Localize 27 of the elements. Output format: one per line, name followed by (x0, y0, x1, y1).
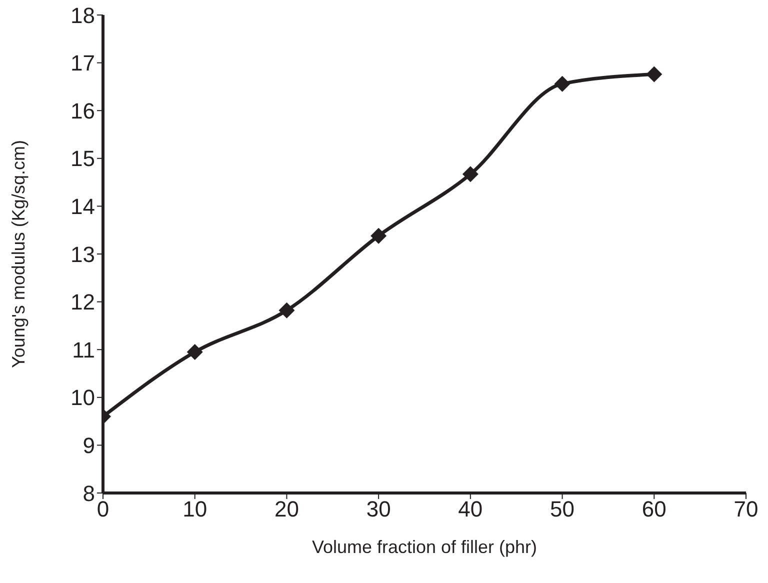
x-tick-label: 0 (96, 496, 110, 522)
x-tick-label: 30 (366, 496, 391, 522)
y-axis-title: Young's modulus (Kg/sq.cm) (8, 140, 28, 368)
point (186, 344, 203, 360)
y-tick-label: 9 (82, 433, 95, 458)
x-axis-title: Volume fraction of filler (phr) (312, 537, 538, 557)
x-tick-label: 40 (458, 496, 483, 522)
y-tick-label: 15 (70, 146, 95, 172)
x-tick-label: 70 (734, 496, 758, 522)
point (462, 166, 478, 182)
x-tick-label: 20 (274, 496, 299, 522)
point (646, 66, 662, 82)
x-tick-label: 50 (550, 496, 575, 522)
point (554, 76, 570, 92)
y-tick-label: 17 (70, 50, 95, 76)
y-tick-label: 12 (70, 290, 95, 315)
y-tick-label: 8 (82, 480, 95, 506)
point (278, 302, 295, 318)
y-tick-label: 13 (70, 242, 95, 267)
y-tick-label: 16 (70, 98, 95, 124)
y-tick-label: 18 (70, 2, 95, 28)
x-tick-label: 10 (182, 496, 208, 522)
x-tick-label: 60 (642, 496, 666, 522)
point (370, 228, 387, 244)
y-tick-label: 14 (70, 194, 95, 220)
y-tick-label: 10 (70, 385, 95, 410)
y-tick-label: 11 (72, 337, 95, 362)
